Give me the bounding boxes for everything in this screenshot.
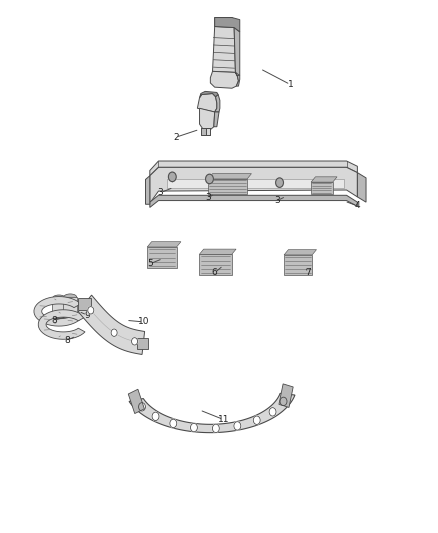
Text: 2: 2 <box>173 133 179 142</box>
Polygon shape <box>212 27 236 72</box>
Text: 5: 5 <box>147 260 153 268</box>
Polygon shape <box>129 393 295 433</box>
Polygon shape <box>215 94 220 112</box>
Polygon shape <box>284 249 317 255</box>
Polygon shape <box>208 179 247 193</box>
Text: 8: 8 <box>64 336 70 345</box>
Text: 3: 3 <box>275 196 280 205</box>
Circle shape <box>168 172 176 182</box>
Text: 3: 3 <box>158 188 163 197</box>
Polygon shape <box>199 249 236 254</box>
Polygon shape <box>167 180 344 189</box>
Circle shape <box>152 412 159 421</box>
Circle shape <box>111 329 117 336</box>
Bar <box>78 298 92 310</box>
Circle shape <box>205 174 213 184</box>
Polygon shape <box>357 173 366 202</box>
Circle shape <box>253 416 260 424</box>
Polygon shape <box>64 297 77 316</box>
Polygon shape <box>311 177 337 182</box>
Polygon shape <box>208 174 251 179</box>
Polygon shape <box>52 315 66 318</box>
Text: 7: 7 <box>305 268 311 277</box>
Polygon shape <box>234 28 240 76</box>
Circle shape <box>191 423 198 432</box>
Polygon shape <box>78 295 145 354</box>
Polygon shape <box>311 182 333 193</box>
Circle shape <box>269 408 276 416</box>
Bar <box>137 338 148 349</box>
Polygon shape <box>199 254 232 276</box>
Text: 4: 4 <box>355 201 360 211</box>
Polygon shape <box>284 255 312 275</box>
Text: 6: 6 <box>212 268 218 277</box>
Circle shape <box>276 178 283 188</box>
Circle shape <box>170 419 177 427</box>
Circle shape <box>138 402 145 411</box>
Text: 1: 1 <box>287 80 293 89</box>
Polygon shape <box>215 18 240 32</box>
Polygon shape <box>147 247 177 268</box>
Polygon shape <box>215 18 234 28</box>
Polygon shape <box>198 93 217 112</box>
Text: 9: 9 <box>84 311 90 319</box>
Polygon shape <box>201 128 206 135</box>
Text: 3: 3 <box>205 193 211 203</box>
Bar <box>279 384 293 407</box>
Ellipse shape <box>64 294 77 300</box>
Circle shape <box>131 338 138 345</box>
Circle shape <box>234 422 241 430</box>
Polygon shape <box>150 167 357 203</box>
Polygon shape <box>38 310 85 340</box>
Text: 8: 8 <box>51 316 57 325</box>
Polygon shape <box>150 161 357 176</box>
Polygon shape <box>200 108 215 131</box>
Text: 11: 11 <box>218 415 229 424</box>
Text: 10: 10 <box>138 317 149 326</box>
Polygon shape <box>214 112 219 127</box>
Polygon shape <box>200 91 218 98</box>
Polygon shape <box>210 71 238 88</box>
Bar <box>128 389 145 414</box>
Polygon shape <box>145 176 150 204</box>
Ellipse shape <box>53 295 66 301</box>
Polygon shape <box>206 128 210 135</box>
Polygon shape <box>150 195 357 207</box>
Circle shape <box>280 397 287 406</box>
Polygon shape <box>147 241 181 247</box>
Polygon shape <box>34 296 81 326</box>
Polygon shape <box>52 298 66 317</box>
Circle shape <box>88 306 94 314</box>
Polygon shape <box>64 314 77 317</box>
Circle shape <box>212 424 219 433</box>
Polygon shape <box>236 72 240 86</box>
